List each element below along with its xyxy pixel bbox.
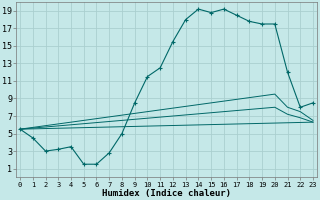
X-axis label: Humidex (Indice chaleur): Humidex (Indice chaleur) xyxy=(102,189,231,198)
